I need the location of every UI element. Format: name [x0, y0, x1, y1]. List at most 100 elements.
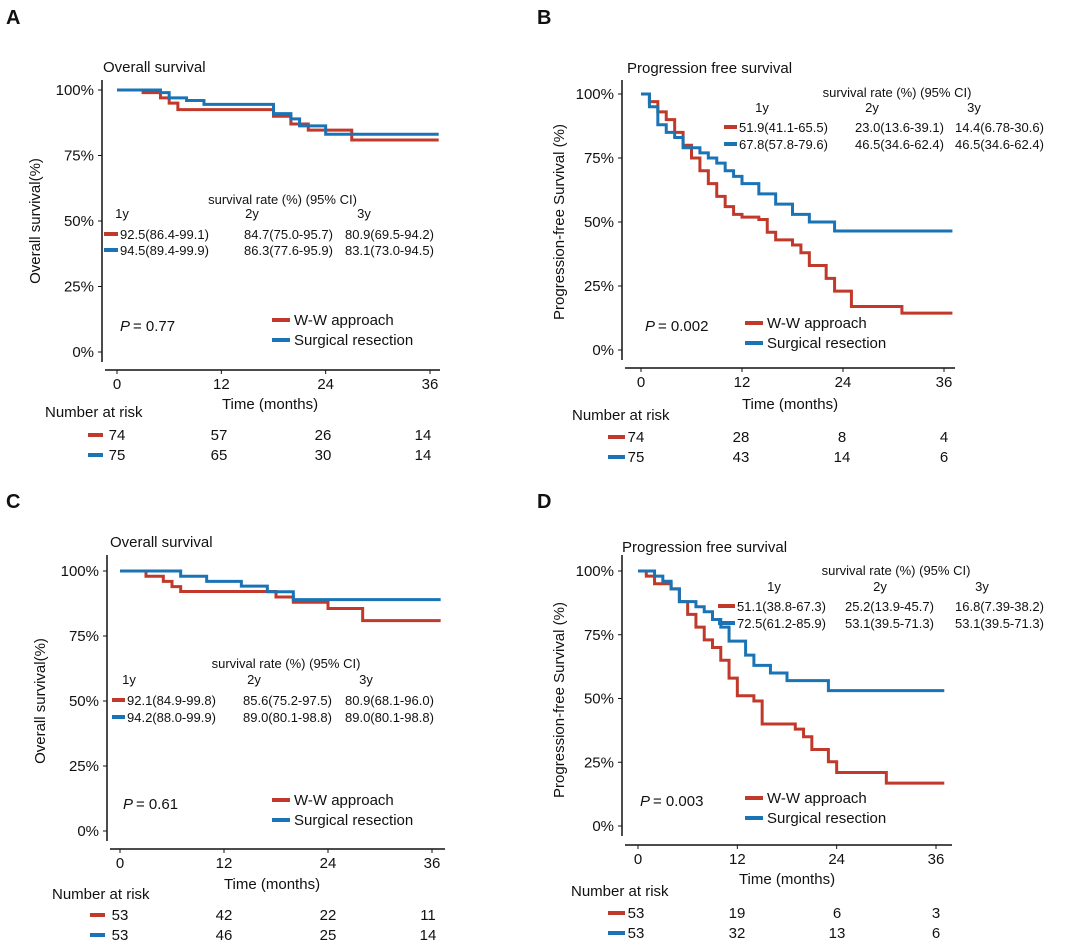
- chart-title: Progression free survival: [627, 60, 792, 77]
- survival-table-value: 51.9(41.1-65.5): [739, 120, 828, 135]
- chart-title: Progression free survival: [622, 539, 787, 556]
- survival-table-year: 1y: [115, 206, 129, 221]
- x-tick-label: 12: [729, 851, 746, 868]
- x-tick-label: 24: [317, 376, 334, 393]
- x-tick-label: 0: [116, 855, 124, 872]
- risk-count: 25: [320, 927, 337, 944]
- km-curve-ww: [120, 569, 441, 623]
- y-tick-label: 25%: [64, 279, 94, 296]
- p-value: = 0.61: [136, 796, 178, 813]
- y-tick-label: 75%: [69, 628, 99, 645]
- risk-count: 6: [932, 925, 940, 942]
- y-axis-label: Progression-free Survival (%): [551, 124, 568, 320]
- legend-label-ww: W-W approach: [294, 792, 394, 809]
- survival-table-value: 25.2(13.9-45.7): [845, 599, 934, 614]
- y-axis-label: Overall survival(%): [32, 638, 49, 764]
- survival-table-year: 3y: [975, 579, 989, 594]
- x-axis-label: Time (months): [224, 876, 320, 893]
- survival-table-year: 3y: [359, 672, 373, 687]
- x-tick-label: 36: [422, 376, 439, 393]
- risk-count: 19: [729, 905, 746, 922]
- y-tick-label: 75%: [584, 150, 614, 167]
- y-tick-label: 0%: [592, 342, 614, 359]
- survival-table-value: 94.2(88.0-99.9): [127, 710, 216, 725]
- risk-count: 8: [838, 429, 846, 446]
- y-tick-label: 0%: [77, 823, 99, 840]
- survival-table-value: 94.5(89.4-99.9): [120, 243, 209, 258]
- risk-count: 11: [420, 907, 436, 924]
- x-tick-label: 24: [320, 855, 337, 872]
- survival-table-value: 89.0(80.1-98.8): [345, 710, 434, 725]
- survival-table-value: 51.1(38.8-67.3): [737, 599, 826, 614]
- survival-table-value: 92.5(86.4-99.1): [120, 227, 209, 242]
- p-value-prefix: P: [120, 318, 130, 335]
- km-curve-ww: [117, 88, 439, 142]
- risk-count: 74: [628, 429, 645, 446]
- survival-table-year: 3y: [967, 100, 981, 115]
- risk-count: 42: [216, 907, 233, 924]
- risk-count: 28: [733, 429, 750, 446]
- y-tick-label: 100%: [56, 82, 94, 99]
- panel-label: B: [537, 7, 551, 29]
- y-tick-label: 0%: [72, 344, 94, 361]
- risk-table-title: Number at risk: [572, 407, 670, 424]
- survival-table-header: survival rate (%) (95% CI): [212, 656, 361, 671]
- x-tick-label: 0: [637, 374, 645, 391]
- y-tick-label: 75%: [584, 627, 614, 644]
- survival-table-value: 16.8(7.39-38.2): [955, 599, 1044, 614]
- x-tick-label: 24: [835, 374, 852, 391]
- survival-table-year: 3y: [357, 206, 371, 221]
- survival-table-year: 1y: [122, 672, 136, 687]
- x-tick-label: 12: [734, 374, 751, 391]
- y-tick-label: 100%: [576, 563, 614, 580]
- x-tick-label: 36: [928, 851, 945, 868]
- legend-label-ww: W-W approach: [767, 315, 867, 332]
- y-tick-label: 25%: [69, 758, 99, 775]
- survival-table-value: 86.3(77.6-95.9): [244, 243, 333, 258]
- survival-table-year: 2y: [873, 579, 887, 594]
- p-value-prefix: P: [645, 318, 655, 335]
- legend-label-surgical: Surgical resection: [767, 335, 886, 352]
- p-value: = 0.77: [133, 318, 175, 335]
- risk-count: 53: [112, 907, 129, 924]
- km-curve-surgical: [641, 92, 953, 233]
- survival-table-year: 2y: [865, 100, 879, 115]
- survival-table-value: 83.1(73.0-94.5): [345, 243, 434, 258]
- risk-table-title: Number at risk: [571, 883, 669, 900]
- y-axis-label: Progression-free Survival (%): [551, 602, 568, 798]
- risk-count: 53: [112, 927, 129, 944]
- x-axis-label: Time (months): [742, 396, 838, 413]
- risk-count: 46: [216, 927, 233, 944]
- x-tick-label: 12: [216, 855, 233, 872]
- survival-table-year: 2y: [245, 206, 259, 221]
- risk-count: 14: [834, 449, 851, 466]
- p-value-prefix: P: [640, 793, 650, 810]
- legend-label-surgical: Surgical resection: [294, 332, 413, 349]
- risk-count: 6: [833, 905, 841, 922]
- survival-table-value: 72.5(61.2-85.9): [737, 616, 826, 631]
- km-curve-surgical: [120, 569, 441, 602]
- x-tick-label: 24: [828, 851, 845, 868]
- survival-table-header: survival rate (%) (95% CI): [208, 192, 357, 207]
- risk-count: 53: [628, 925, 645, 942]
- survival-table-value: 46.5(34.6-62.4): [855, 137, 944, 152]
- risk-count: 57: [211, 427, 228, 444]
- survival-table-year: 2y: [247, 672, 261, 687]
- survival-table-value: 80.9(69.5-94.2): [345, 227, 434, 242]
- risk-count: 75: [628, 449, 645, 466]
- x-axis-label: Time (months): [739, 871, 835, 888]
- survival-table-value: 23.0(13.6-39.1): [855, 120, 944, 135]
- survival-table-value: 53.1(39.5-71.3): [845, 616, 934, 631]
- risk-count: 32: [729, 925, 746, 942]
- y-tick-label: 50%: [69, 693, 99, 710]
- km-curve-surgical: [638, 569, 945, 693]
- survival-table-year: 1y: [767, 579, 781, 594]
- panel-c: C Overall survival Overall survival(%) 100%…: [6, 491, 445, 944]
- survival-table-header: survival rate (%) (95% CI): [822, 563, 971, 578]
- risk-count: 22: [320, 907, 337, 924]
- y-tick-label: 100%: [576, 86, 614, 103]
- panel-d: D Progression free survival Progression-fr…: [537, 491, 1044, 942]
- risk-count: 14: [420, 927, 437, 944]
- x-tick-label: 36: [936, 374, 953, 391]
